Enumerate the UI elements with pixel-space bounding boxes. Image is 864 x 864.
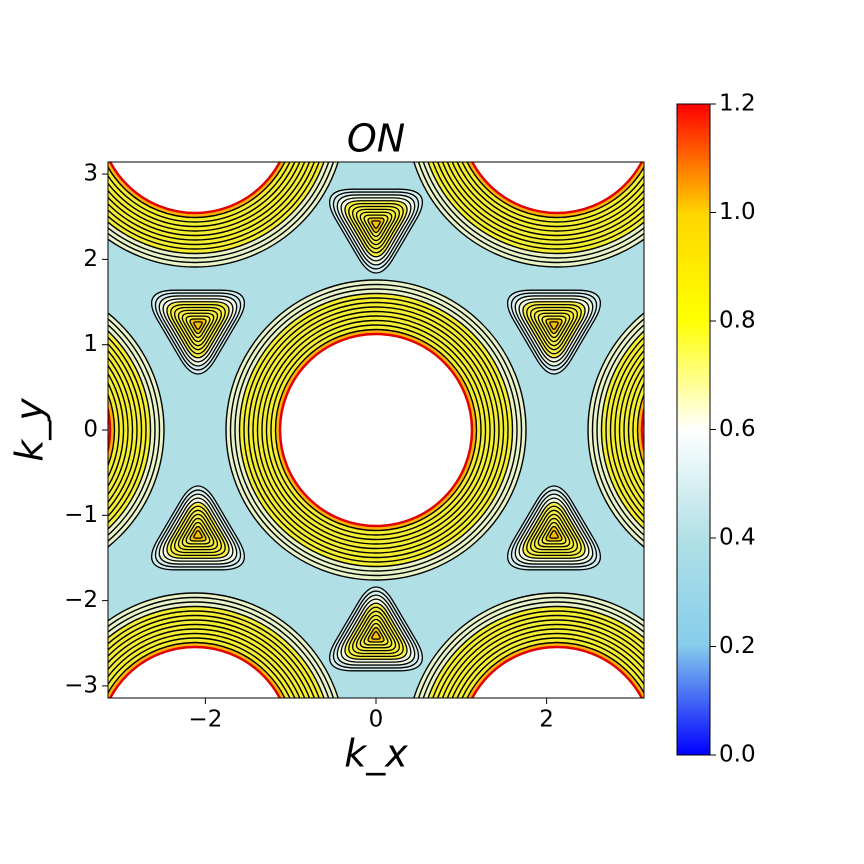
ring-core [108,162,282,215]
contour-line [549,529,559,539]
colorbar-tick-label: 0.8 [719,308,756,334]
x-tick-label: 2 [539,707,554,733]
x-tick-label: 0 [369,707,384,733]
contour-line [549,321,559,331]
colorbar-tick-label: 1.2 [719,91,756,117]
contour-line [371,220,381,230]
colorbar-tick-label: 0.6 [719,416,756,442]
x-axis-label: k_x [344,732,408,776]
colorbar-tick-label: 0.2 [719,633,756,659]
ring-core [470,645,644,698]
ring-core [108,645,282,698]
ring-core [278,332,474,528]
y-tick-label: 3 [83,161,98,187]
ring-core [470,162,644,215]
y-tick-label: 2 [83,246,98,272]
y-tick-label: 0 [83,417,98,443]
contour-line [371,630,381,640]
y-axis-label: k_y [8,398,52,462]
chart-title: ON [347,117,405,161]
colorbar-tick-label: 0.0 [719,742,756,768]
y-tick-label: 1 [83,331,98,357]
colorbar-tick-label: 0.4 [719,525,756,551]
contour-line [193,321,203,331]
y-tick-label: −1 [64,502,98,528]
colorbar-tick-label: 1.0 [719,199,756,225]
y-tick-label: −2 [64,587,98,613]
x-tick-label: −2 [188,707,222,733]
colorbar [676,103,711,756]
y-tick-label: −3 [64,672,98,698]
contour-line [193,529,203,539]
